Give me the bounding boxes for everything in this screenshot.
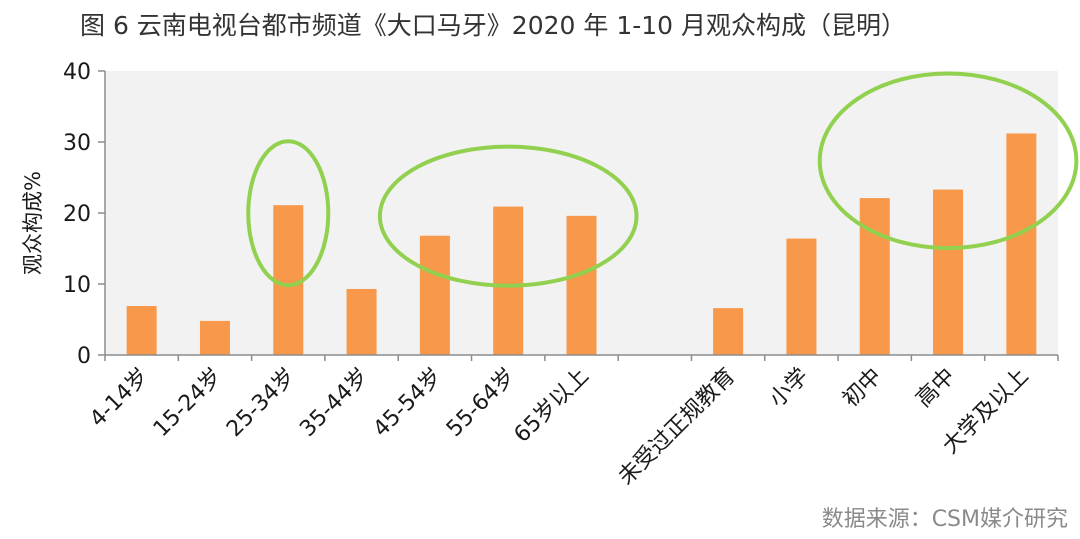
- bar: [273, 205, 304, 355]
- x-category-label: 小学: [765, 364, 814, 413]
- bar: [346, 288, 377, 355]
- highlight-layer: [246, 71, 1079, 288]
- bars-layer: [126, 133, 1037, 355]
- x-category-label: 未受过正规教育: [614, 364, 741, 491]
- y-tick-label: 20: [63, 202, 91, 227]
- x-category-label: 25-34岁: [222, 364, 300, 442]
- bar: [199, 320, 230, 355]
- source-note: 数据来源：CSM媒介研究: [821, 507, 1068, 532]
- bar: [786, 238, 817, 355]
- chart-title: 图 6 云南电视台都市频道《大口马牙》2020 年 1-10 月观众构成（昆明）: [80, 11, 907, 40]
- x-category-label: 4-14岁: [85, 364, 154, 433]
- highlight-ellipse: [246, 139, 331, 288]
- highlight-ellipse: [377, 144, 639, 288]
- bar: [126, 306, 157, 355]
- bar: [1006, 133, 1037, 355]
- x-category-label: 35-44岁: [295, 364, 373, 442]
- y-tick-label: 10: [63, 273, 91, 298]
- x-category-label: 45-54岁: [369, 364, 447, 442]
- y-tick-label: 40: [63, 60, 91, 85]
- x-category-label: 初中: [838, 364, 887, 413]
- bar: [493, 206, 524, 355]
- bar: [566, 215, 597, 355]
- y-tick-label: 30: [63, 131, 91, 156]
- bar: [933, 189, 964, 355]
- highlight-ellipse: [817, 71, 1079, 251]
- bar: [859, 198, 890, 355]
- x-category-label: 65岁以上: [510, 364, 594, 448]
- y-axis-label: 观众构成%: [21, 171, 45, 275]
- x-category-label: 15-24岁: [149, 364, 227, 442]
- bar: [713, 308, 744, 355]
- bar: [419, 235, 450, 355]
- x-category-label: 高中: [911, 364, 960, 413]
- y-tick-label: 0: [77, 344, 91, 369]
